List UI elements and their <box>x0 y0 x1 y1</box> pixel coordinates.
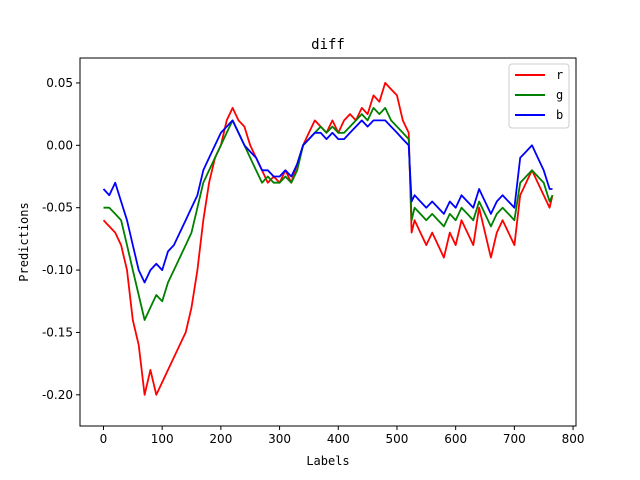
y-tick-label: -0.20 <box>42 388 73 402</box>
y-tick-label: 0.00 <box>46 138 73 152</box>
y-tick-label: -0.15 <box>42 325 73 339</box>
plot-lines <box>102 82 554 396</box>
x-tick-label: 500 <box>386 432 409 446</box>
y-tick-label: -0.10 <box>42 263 73 277</box>
series-line-g <box>103 107 554 321</box>
x-tick-label: 300 <box>268 432 291 446</box>
y-tick-label: -0.05 <box>42 201 73 215</box>
x-tick-label: 700 <box>503 432 526 446</box>
x-tick-label: 0 <box>100 432 108 446</box>
legend-label-g: g <box>556 88 563 102</box>
series-line-b <box>102 119 553 284</box>
y-axis-label: Predictions <box>17 202 31 281</box>
legend-label-b: b <box>556 108 563 122</box>
x-tick-label: 200 <box>209 432 232 446</box>
legend: rgb <box>508 63 570 129</box>
chart-title: diff <box>311 37 345 53</box>
y-axis-ticks: -0.20 -0.15 -0.10 -0.05 0.00 0.05 <box>42 76 80 402</box>
y-tick-label: 0.05 <box>46 76 73 90</box>
legend-label-r: r <box>556 68 563 82</box>
x-tick-label: 400 <box>327 432 350 446</box>
x-axis-label: Labels <box>306 454 349 468</box>
x-axis-ticks: 0 100 200 300 400 500 600 700 800 <box>100 426 585 446</box>
x-tick-label: 100 <box>151 432 174 446</box>
x-tick-label: 800 <box>562 432 585 446</box>
plot-frame <box>79 57 577 427</box>
x-tick-label: 600 <box>444 432 467 446</box>
series-line-r <box>102 82 554 396</box>
